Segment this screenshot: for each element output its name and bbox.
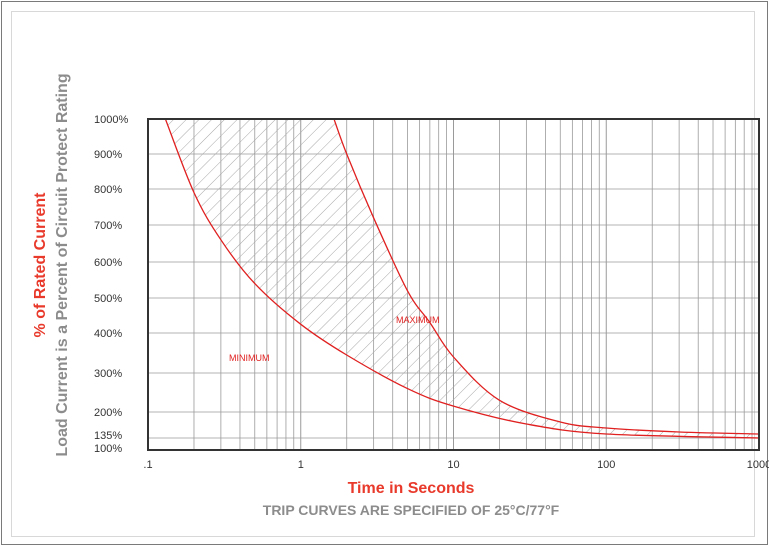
x-tick-label: 1 bbox=[298, 459, 304, 471]
y-tick-label: 800% bbox=[94, 184, 122, 196]
x-tick-label: .1 bbox=[143, 459, 152, 471]
y-tick-label: 600% bbox=[94, 257, 122, 269]
plot-border bbox=[147, 118, 760, 451]
x-axis-title: Time in Seconds bbox=[348, 480, 475, 497]
trip-band-area bbox=[165, 119, 759, 438]
y-tick-label: 135% bbox=[94, 430, 122, 442]
x-tick-labels: .1 1 10 100 1000 bbox=[143, 459, 769, 471]
maximum-curve bbox=[333, 119, 759, 435]
y-axis-secondary-title: Load Current is a Percent of Circuit Pro… bbox=[54, 73, 71, 456]
maximum-label: MAXIMUM bbox=[396, 315, 440, 325]
chart-subtitle: TRIP CURVES ARE SPECIFIED OF 25°C/77°F bbox=[263, 502, 560, 518]
minimum-curve bbox=[164, 119, 759, 439]
y-tick-label: 100% bbox=[94, 443, 122, 455]
x-tick-label: 10 bbox=[447, 459, 459, 471]
x-tick-label: 100 bbox=[597, 459, 615, 471]
y-tick-label: 300% bbox=[94, 368, 122, 380]
y-axis-title: % of Rated Current bbox=[32, 192, 49, 338]
y-tick-label: 400% bbox=[94, 328, 122, 340]
y-tick-labels: 1000% 900% 800% 700% 600% 500% 400% 300% 200% 135… bbox=[94, 114, 128, 455]
y-tick-label: 200% bbox=[94, 407, 122, 419]
y-tick-label: 900% bbox=[94, 149, 122, 161]
minimum-label: MINIMUM bbox=[229, 353, 270, 363]
y-tick-label: 500% bbox=[94, 293, 122, 305]
y-tick-label: 1000% bbox=[94, 114, 128, 126]
y-tick-label: 700% bbox=[94, 220, 122, 232]
x-tick-label: 1000 bbox=[747, 459, 769, 471]
